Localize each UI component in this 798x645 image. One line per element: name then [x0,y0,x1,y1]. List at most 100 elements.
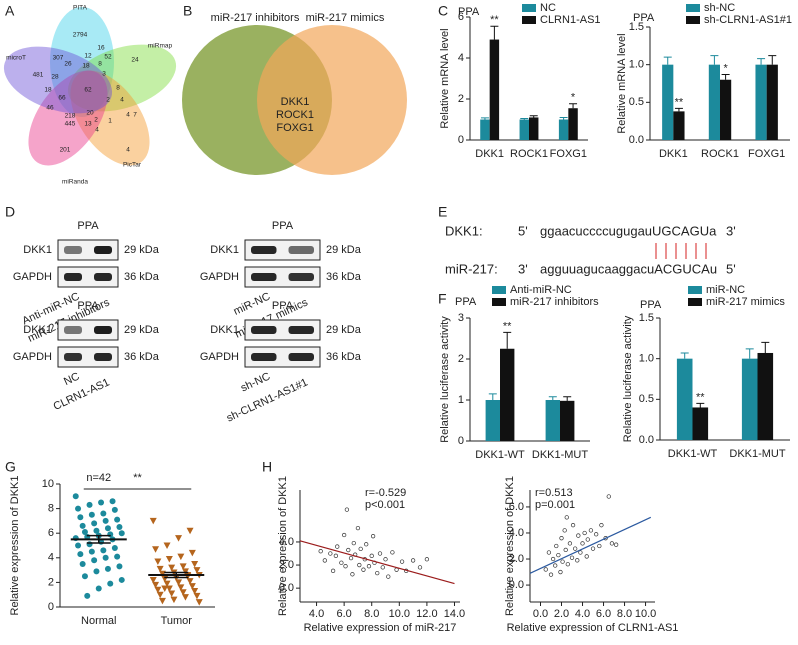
bar [568,108,578,140]
y-tick-label: 10 [42,478,54,490]
data-point [355,525,361,531]
data-point [163,580,171,588]
data-point [335,544,340,549]
data-point [399,559,405,564]
error-bar [757,58,766,65]
venn-set [50,7,114,117]
size-label: 36 kDa [124,271,160,283]
band [288,273,314,281]
data-point [366,564,372,569]
y-tick-label: 0.0 [629,134,644,146]
data-point [149,517,157,525]
data-point [576,533,581,538]
data-point [344,507,350,512]
y-tick-label: 4 [48,552,54,564]
venn-count: 62 [84,87,92,94]
x-tick-label: 0.0 [533,608,548,620]
data-point [179,589,187,596]
y-tick-label: 6.0 [509,501,524,513]
data-point [569,555,575,560]
data-point [590,546,596,551]
data-point [350,572,355,577]
y-tick-label: 2.0 [509,553,524,565]
panel-label: E [438,204,447,220]
data-point [93,527,100,534]
data-point [322,558,327,563]
venn-count: 8 [98,61,102,68]
data-point [358,546,363,552]
y-tick-label: 0 [458,134,464,146]
data-point [588,528,594,533]
sem-bar [164,571,189,579]
y-tick-label: 0 [48,601,54,613]
x-tick-label: Normal [81,615,116,627]
chart-title: PPA [633,12,655,24]
data-point [149,576,157,584]
data-point [95,585,102,592]
legend-swatch [492,298,506,306]
data-point [102,554,109,561]
data-point [91,520,98,527]
protein-label: GAPDH [13,271,52,283]
panel-label: F [438,291,447,307]
size-label: 29 kDa [124,324,160,336]
venn-count: 24 [131,57,139,64]
legend-label: NC [540,2,556,14]
venn-set-label: miRmap [148,43,173,50]
overlap-gene: DKK1 [281,96,310,108]
data-point [582,530,587,536]
sem-bar [86,534,111,544]
data-point [550,556,556,562]
venn-set-label: microT [6,55,26,62]
venn-count: 201 [60,147,71,154]
data-point [177,584,185,591]
data-point [88,511,95,518]
bar [500,348,515,441]
size-label: 36 kDa [326,351,362,363]
venn-count: 7 [133,112,137,119]
blot-frame [57,346,119,368]
legend-label: miR-217 inhibitors [510,296,599,308]
data-point [343,564,348,569]
data-point [93,568,100,575]
data-point [562,528,567,533]
data-point [188,549,196,557]
protein-label: GAPDH [13,351,52,363]
venn-count: 13 [84,121,92,128]
band [94,273,112,281]
protein-label: DKK1 [23,244,52,256]
venn-count: 307 [53,55,64,62]
data-point [152,546,160,553]
venn-count: 4 [126,112,130,119]
venn-count: 46 [46,105,54,112]
bar [662,64,674,140]
blot-title: PPA [272,300,294,312]
data-point [191,560,199,568]
data-point [546,550,552,555]
bar [560,400,575,441]
y-tick-label: 1.0 [629,59,644,71]
data-point [188,583,196,590]
bar [519,119,529,140]
y-tick-label: 1.0 [639,353,654,365]
x-tick-label: DKK1-WT [475,449,525,461]
y-axis-label: Relative mRNA level [439,28,451,128]
y-tick-label: 6 [458,11,464,23]
x-tick-label: 4.0 [309,608,324,620]
y-axis-label: Relative mRNA level [616,33,628,133]
data-point [88,548,95,555]
data-point [111,544,118,551]
venn-count: 445 [65,121,76,128]
y-tick-label: 2.0 [279,559,294,571]
data-point [86,501,93,508]
y-tick-label: 6 [48,527,54,539]
data-point [118,576,125,583]
data-point [377,551,383,556]
data-point [193,567,201,574]
data-point [165,585,173,593]
data-point [193,592,201,600]
x-tick-label: 6.0 [336,608,351,620]
data-point [578,550,583,555]
error-bar [745,348,754,359]
bar [485,400,500,441]
